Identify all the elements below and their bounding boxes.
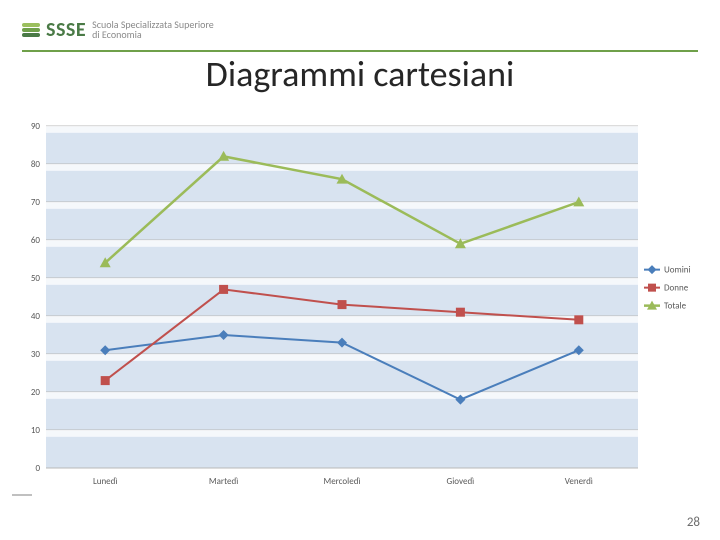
svg-text:Donne: Donne [664,283,689,294]
svg-text:20: 20 [31,387,41,398]
svg-text:Uomini: Uomini [664,265,691,276]
logo-subtitle-line2: di Economia [92,30,214,41]
slide-header: SSSE Scuola Specializzata Superiore di E… [22,18,214,42]
svg-text:40: 40 [31,311,41,322]
svg-text:Giovedì: Giovedì [447,476,475,487]
svg-text:Martedì: Martedì [209,476,238,487]
page-number: 28 [687,515,700,530]
svg-text:Lunedì: Lunedì [93,476,118,487]
svg-text:10: 10 [31,425,41,436]
svg-text:70: 70 [31,197,41,208]
svg-text:Totale: Totale [664,301,687,312]
page-title: Diagrammi cartesiani [0,52,720,96]
svg-text:0: 0 [35,463,40,474]
decorative-line [12,494,32,496]
logo-abbrev: SSSE [46,18,86,42]
svg-text:50: 50 [31,273,41,284]
svg-text:80: 80 [31,159,41,170]
svg-text:Mercoledì: Mercoledì [324,476,361,487]
svg-text:60: 60 [31,235,41,246]
svg-text:30: 30 [31,349,41,360]
logo-bars-icon [22,23,40,37]
line-chart: 0 10 20 30 40 50 60 70 80 90 Lunedì Martedì Mercoled… [18,120,702,500]
svg-text:Venerdì: Venerdì [565,476,593,487]
svg-text:90: 90 [31,121,41,132]
